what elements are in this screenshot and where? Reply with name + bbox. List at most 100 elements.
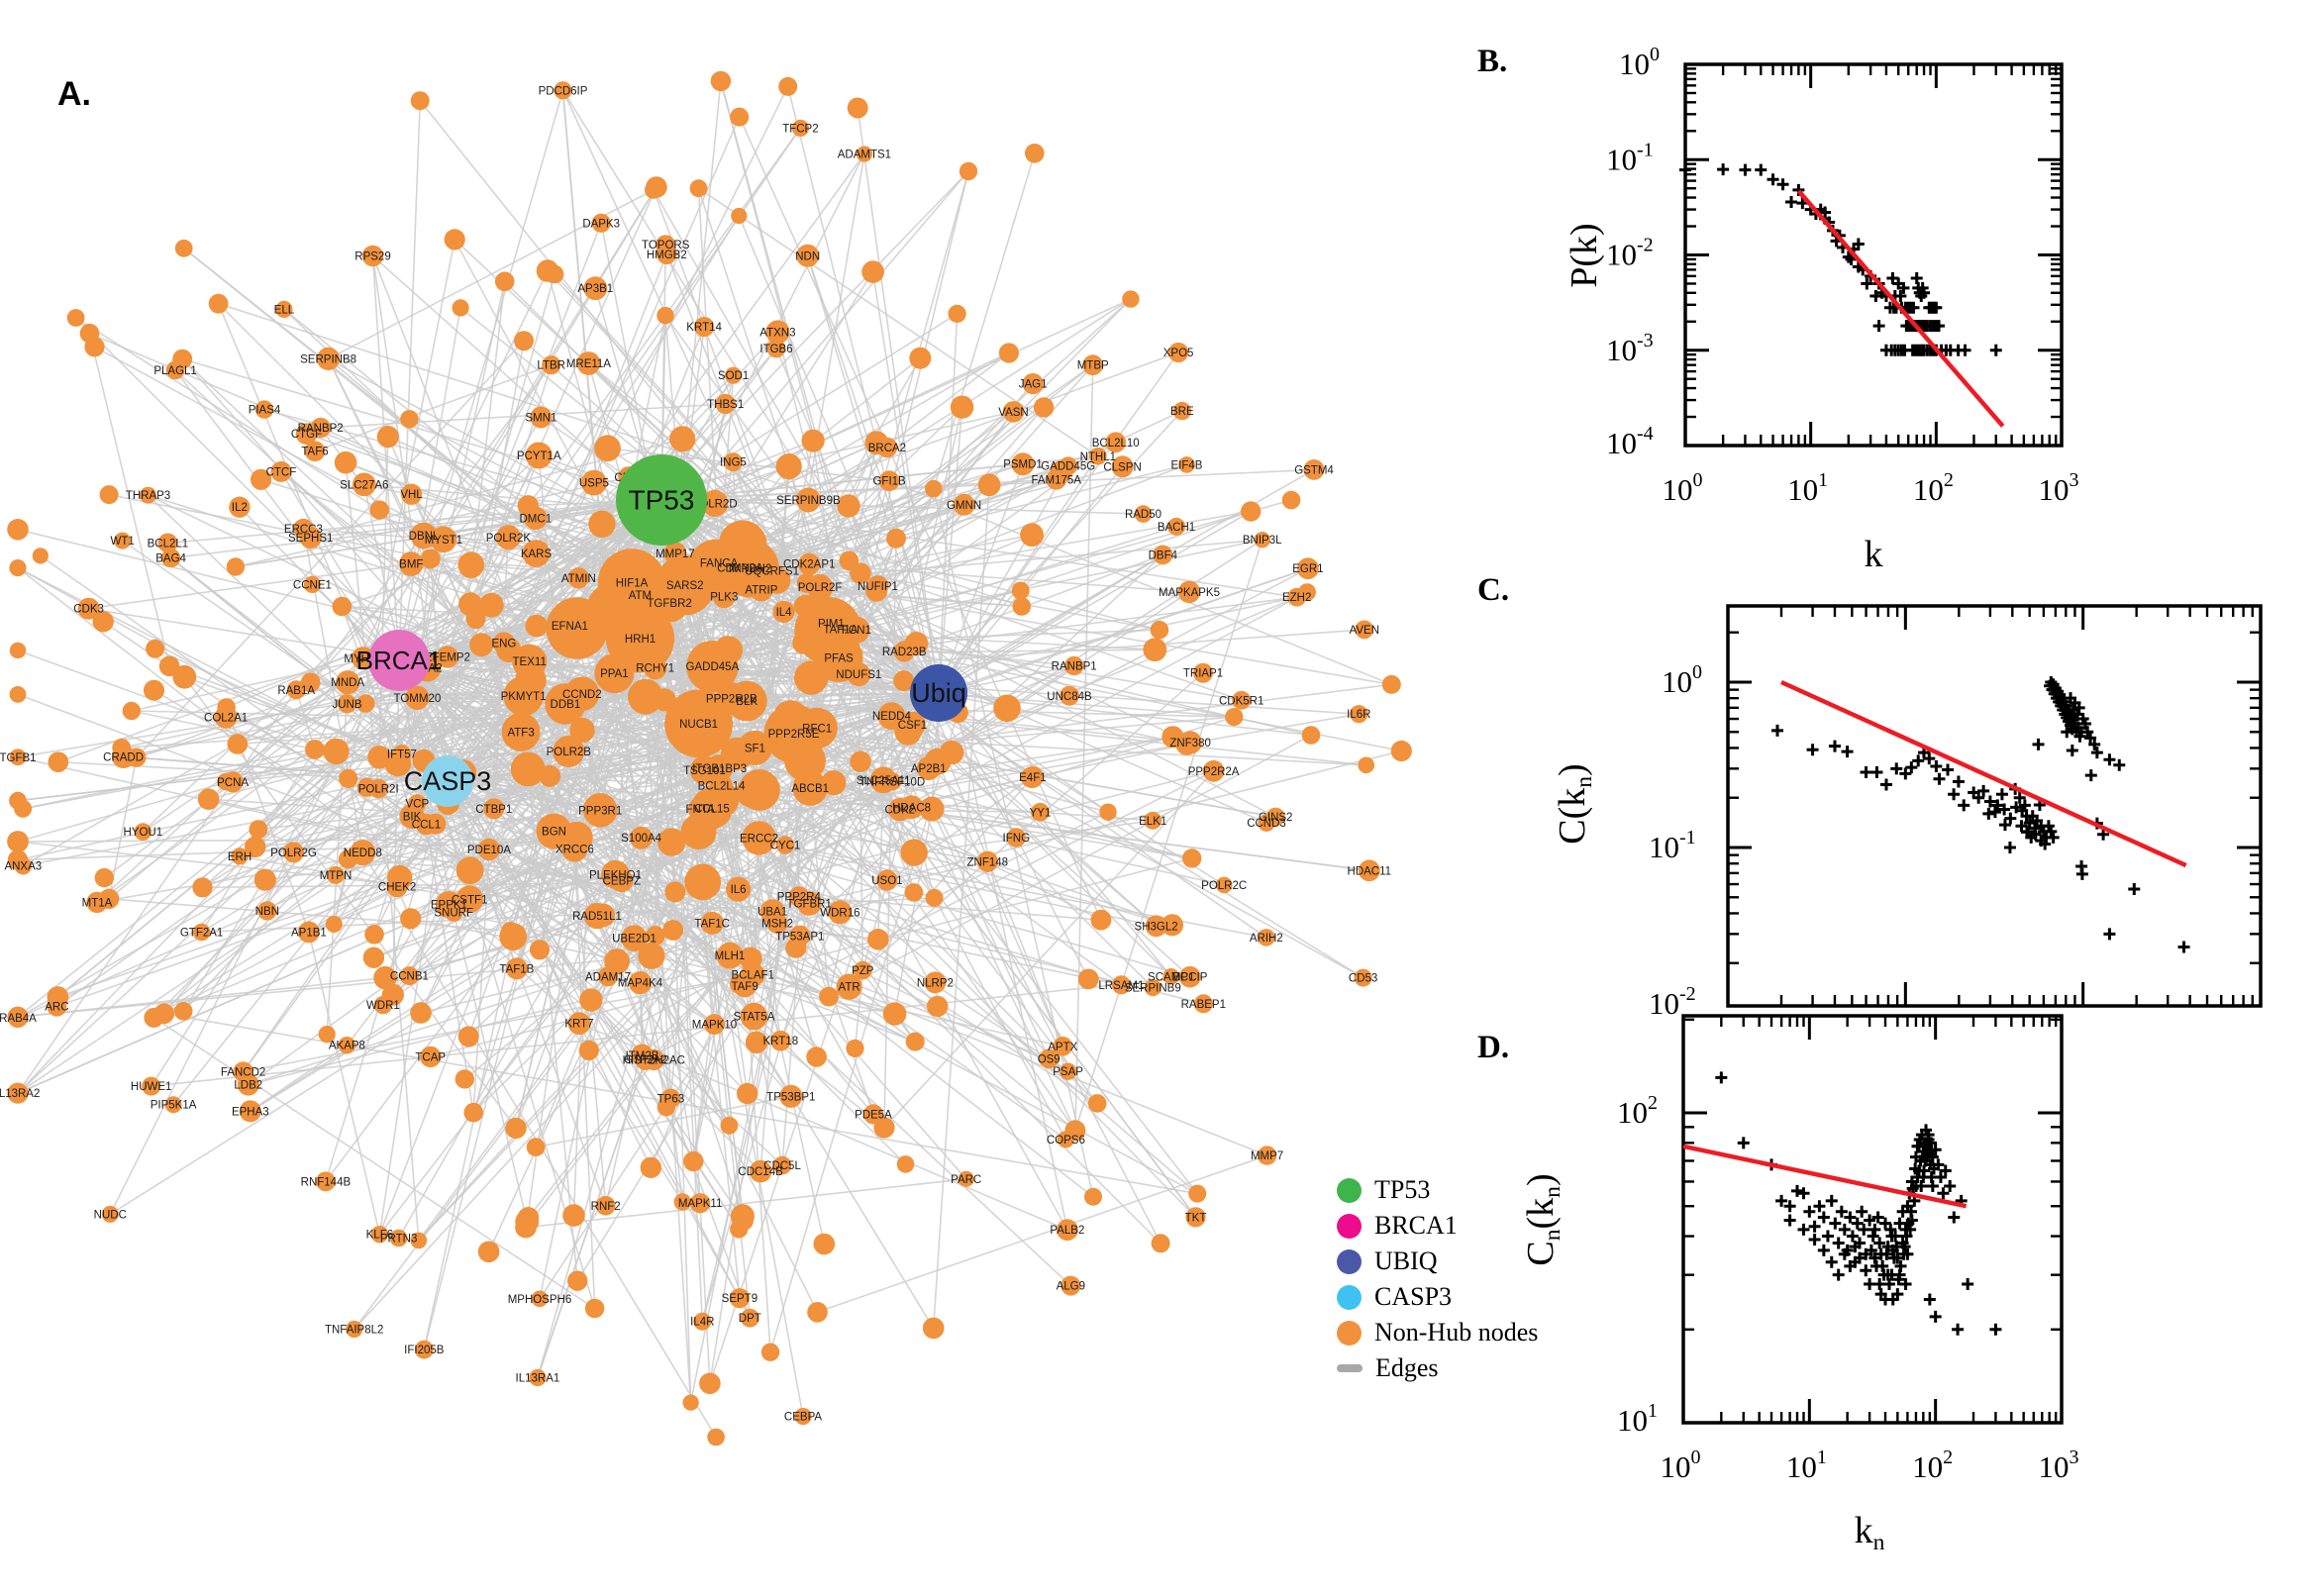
- gene-node[interactable]: [399, 551, 424, 576]
- gene-node[interactable]: [1144, 978, 1162, 997]
- gene-node[interactable]: [806, 574, 834, 601]
- gene-node[interactable]: [706, 754, 734, 782]
- gene-node[interactable]: [545, 264, 564, 284]
- gene-node[interactable]: [740, 962, 765, 987]
- gene-node[interactable]: [791, 119, 810, 137]
- gene-node[interactable]: [591, 903, 616, 928]
- gene-node[interactable]: [856, 146, 873, 162]
- gene-node[interactable]: [47, 996, 67, 1017]
- gene-node[interactable]: [197, 788, 220, 810]
- gene-node[interactable]: [715, 393, 736, 415]
- gene-node[interactable]: [634, 1047, 656, 1070]
- gene-node[interactable]: [587, 584, 628, 625]
- gene-node[interactable]: [682, 1394, 699, 1411]
- gene-node[interactable]: [444, 229, 465, 250]
- gene-node[interactable]: [231, 848, 249, 865]
- gene-node[interactable]: [142, 1076, 161, 1096]
- gene-node[interactable]: [693, 1312, 712, 1331]
- gene-node[interactable]: [229, 496, 251, 518]
- gene-node[interactable]: [305, 740, 325, 759]
- gene-node[interactable]: [640, 1156, 661, 1179]
- gene-node[interactable]: [847, 97, 868, 119]
- gene-node[interactable]: [529, 940, 551, 960]
- gene-node[interactable]: [723, 452, 743, 472]
- gene-node[interactable]: [298, 921, 320, 944]
- gene-node[interactable]: [760, 1343, 780, 1361]
- gene-node[interactable]: [1354, 968, 1372, 987]
- gene-node[interactable]: [792, 631, 816, 654]
- gene-node[interactable]: [595, 1196, 616, 1216]
- gene-node[interactable]: [1050, 460, 1073, 483]
- gene-node[interactable]: [909, 347, 932, 369]
- gene-node[interactable]: [524, 506, 548, 531]
- gene-node[interactable]: [1193, 662, 1213, 683]
- gene-node[interactable]: [346, 1320, 363, 1339]
- gene-node[interactable]: [819, 986, 839, 1007]
- gene-node[interactable]: [713, 636, 743, 665]
- gene-node[interactable]: [766, 339, 786, 358]
- gene-node[interactable]: [645, 181, 662, 199]
- gene-node[interactable]: [1265, 807, 1285, 827]
- gene-node[interactable]: [226, 557, 246, 576]
- gene-node[interactable]: [843, 616, 870, 644]
- gene-node[interactable]: [578, 1040, 599, 1060]
- gene-node[interactable]: [410, 1232, 428, 1249]
- gene-node[interactable]: [621, 925, 648, 951]
- gene-node[interactable]: [436, 646, 459, 668]
- gene-node[interactable]: [477, 838, 500, 861]
- gene-node[interactable]: [694, 317, 715, 338]
- gene-node[interactable]: [32, 548, 49, 564]
- gene-node[interactable]: [455, 885, 484, 914]
- gene-node[interactable]: [7, 831, 29, 852]
- gene-node[interactable]: [430, 526, 457, 553]
- gene-node[interactable]: [796, 244, 820, 267]
- gene-node[interactable]: [553, 736, 585, 767]
- gene-node[interactable]: [1390, 740, 1412, 762]
- gene-node[interactable]: [400, 410, 419, 429]
- gene-node[interactable]: [1241, 501, 1262, 522]
- gene-node[interactable]: [567, 1270, 588, 1291]
- gene-node[interactable]: [775, 453, 802, 480]
- gene-node[interactable]: [653, 688, 676, 712]
- gene-node[interactable]: [1064, 655, 1084, 676]
- gene-node[interactable]: [92, 611, 114, 633]
- gene-node[interactable]: [77, 597, 100, 620]
- gene-node[interactable]: [730, 1220, 749, 1239]
- gene-node[interactable]: [420, 1046, 442, 1068]
- gene-node[interactable]: [796, 487, 821, 513]
- gene-node[interactable]: [9, 748, 27, 766]
- gene-node[interactable]: [160, 548, 181, 568]
- gene-node[interactable]: [836, 973, 862, 1000]
- gene-node[interactable]: [862, 1104, 884, 1125]
- gene-node[interactable]: [1232, 690, 1252, 710]
- gene-node[interactable]: [410, 1002, 432, 1024]
- gene-node[interactable]: [452, 299, 469, 317]
- gene-node[interactable]: [1111, 455, 1134, 478]
- gene-node[interactable]: [9, 686, 27, 703]
- gene-node[interactable]: [900, 839, 928, 866]
- gene-node[interactable]: [861, 260, 884, 283]
- gene-node[interactable]: [876, 869, 898, 891]
- gene-node[interactable]: [172, 664, 197, 689]
- gene-node[interactable]: [9, 559, 27, 577]
- gene-node[interactable]: [1193, 994, 1213, 1014]
- gene-node[interactable]: [458, 592, 482, 617]
- gene-node[interactable]: [731, 207, 748, 225]
- gene-node[interactable]: [1057, 1219, 1078, 1242]
- gene-node[interactable]: [1381, 674, 1401, 694]
- gene-node[interactable]: [1084, 1187, 1102, 1206]
- gene-node[interactable]: [310, 417, 332, 439]
- gene-node[interactable]: [1134, 505, 1153, 523]
- gene-node[interactable]: [492, 632, 516, 654]
- gene-node[interactable]: [628, 971, 653, 995]
- gene-node[interactable]: [715, 682, 748, 715]
- gene-node[interactable]: [796, 891, 822, 916]
- gene-node[interactable]: [673, 1193, 691, 1211]
- gene-node[interactable]: [925, 888, 944, 907]
- gene-node[interactable]: [165, 360, 185, 380]
- gene-node[interactable]: [772, 600, 795, 624]
- gene-node[interactable]: [1215, 876, 1233, 894]
- gene-node[interactable]: [1060, 1275, 1081, 1296]
- gene-node[interactable]: [1182, 848, 1202, 868]
- gene-node[interactable]: [1258, 929, 1275, 947]
